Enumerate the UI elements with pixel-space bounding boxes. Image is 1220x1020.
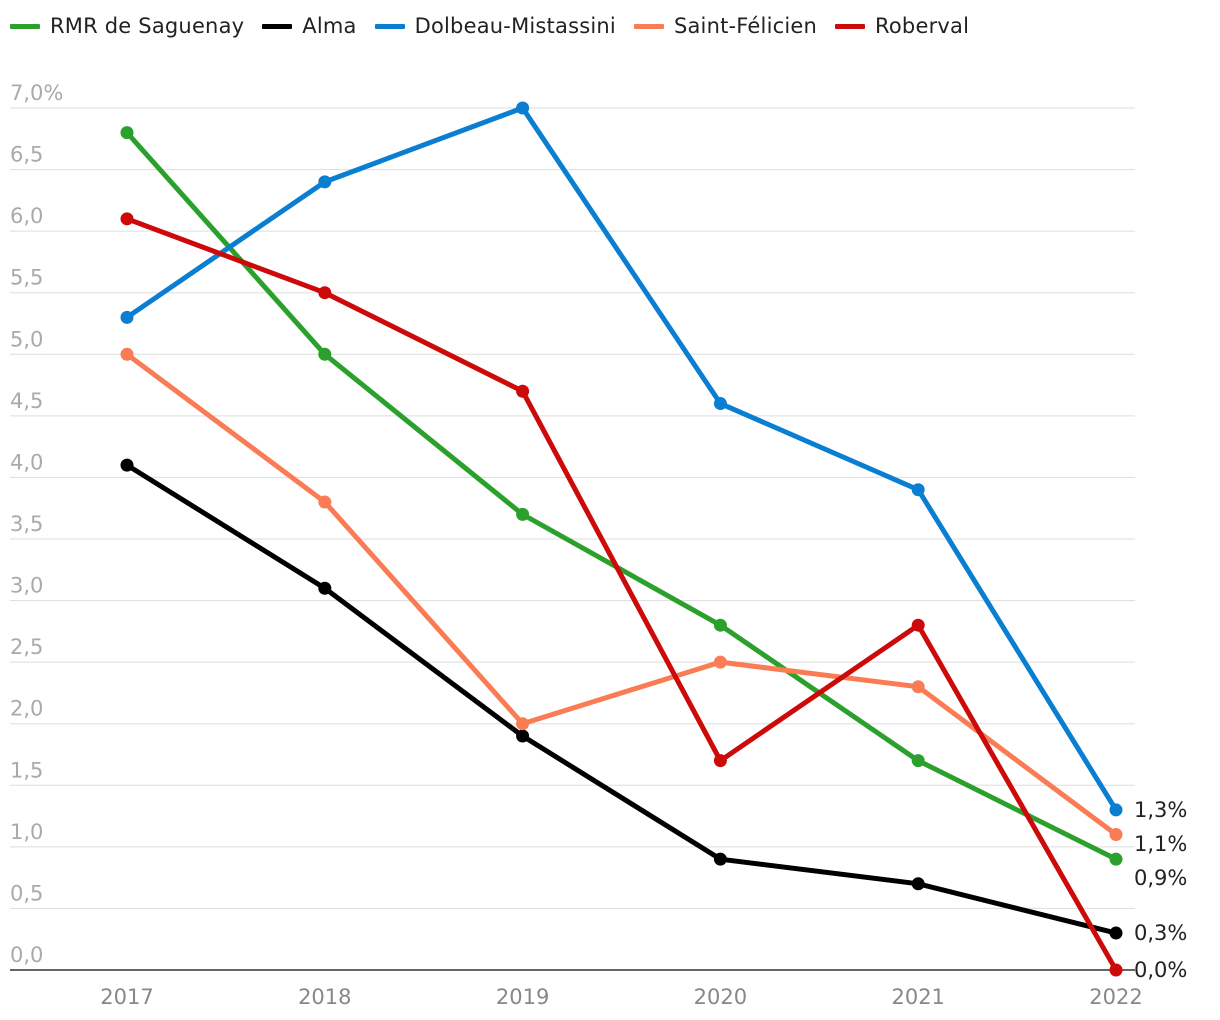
- y-tick-label: 6,5: [10, 143, 43, 167]
- data-point-alma: [120, 458, 134, 472]
- data-point-alma: [516, 729, 530, 743]
- data-point-dolbeau-mistassini: [516, 101, 530, 115]
- data-point-saint-felicien: [318, 495, 332, 509]
- x-tick-label: 2017: [100, 985, 153, 1009]
- legend-item-roberval: Roberval: [835, 14, 969, 38]
- series-rmr-de-saguenay: [120, 126, 1123, 866]
- y-tick-label: 1,5: [10, 758, 43, 782]
- x-tick-label: 2019: [496, 985, 549, 1009]
- legend-item-rmr-saguenay: RMR de Saguenay: [10, 14, 244, 38]
- x-tick-label: 2022: [1089, 985, 1142, 1009]
- y-tick-label: 5,5: [10, 266, 43, 290]
- legend-swatch-alma: [262, 23, 293, 29]
- y-tick-label: 0,0: [10, 943, 43, 967]
- data-point-rmr-de-saguenay: [1109, 852, 1123, 866]
- legend-item-alma: Alma: [262, 14, 356, 38]
- data-point-roberval: [1109, 963, 1123, 977]
- data-point-dolbeau-mistassini: [1109, 803, 1123, 817]
- legend-item-dolbeau-mistassini: Dolbeau-Mistassini: [374, 14, 616, 38]
- legend: RMR de Saguenay Alma Dolbeau-Mistassini …: [10, 14, 987, 38]
- end-labels: 1,3% 1,1% 0,9% 0,3% 0,0%: [1134, 798, 1187, 982]
- series-line-dolbeau-mistassini: [124, 105, 1119, 813]
- y-tick-label: 1,0: [10, 820, 43, 844]
- data-point-rmr-de-saguenay: [318, 347, 332, 361]
- data-point-roberval: [516, 384, 530, 398]
- series-alma: [120, 458, 1123, 940]
- data-point-alma: [713, 852, 727, 866]
- y-tick-label: 2,0: [10, 697, 43, 721]
- series-lines: [120, 101, 1123, 977]
- end-value-label: 0,3%: [1134, 921, 1187, 945]
- data-point-saint-felicien: [911, 680, 925, 694]
- x-tick-label: 2021: [891, 985, 944, 1009]
- end-value-label: 1,1%: [1134, 832, 1187, 856]
- series-saint-felicien: [120, 347, 1123, 842]
- y-axis-ticks: 7,0% 6,5 6,0 5,5 5,0 4,5 4,0 3,5 3,0 2,5 2,0 1,5 1,0…: [10, 81, 63, 967]
- x-tick-label: 2020: [694, 985, 747, 1009]
- legend-item-saint-felicien: Saint-Félicien: [633, 14, 818, 38]
- end-value-label: 0,9%: [1134, 866, 1187, 890]
- data-point-rmr-de-saguenay: [911, 754, 925, 768]
- data-point-dolbeau-mistassini: [318, 175, 332, 189]
- legend-swatch-saint-felicien: [633, 23, 664, 29]
- data-point-alma: [318, 581, 332, 595]
- data-point-rmr-de-saguenay: [516, 507, 530, 521]
- series-roberval: [120, 212, 1123, 977]
- series-line-roberval: [124, 216, 1119, 973]
- y-tick-label: 0,5: [10, 881, 43, 905]
- x-tick-label: 2018: [298, 985, 351, 1009]
- end-value-label: 1,3%: [1134, 798, 1187, 822]
- y-tick-label: 5,0: [10, 327, 43, 351]
- y-tick-label: 2,5: [10, 635, 43, 659]
- end-value-label: 0,0%: [1134, 958, 1187, 982]
- x-axis-ticks: 2017 2018 2019 2020 2021 2022: [100, 985, 1142, 1009]
- data-point-roberval: [120, 212, 134, 226]
- y-tick-label: 6,0: [10, 204, 43, 228]
- data-point-dolbeau-mistassini: [713, 397, 727, 411]
- y-tick-label: 3,0: [10, 574, 43, 598]
- legend-swatch-rmr-saguenay: [10, 23, 40, 29]
- data-point-saint-felicien: [516, 717, 530, 731]
- y-tick-label: 7,0%: [10, 81, 63, 105]
- data-point-roberval: [911, 618, 925, 632]
- legend-label-alma: Alma: [302, 14, 357, 38]
- data-point-saint-felicien: [120, 347, 134, 361]
- data-point-alma: [911, 877, 925, 891]
- data-point-roberval: [318, 286, 332, 300]
- series-line-rmr-de-saguenay: [124, 130, 1119, 862]
- legend-label-saint-felicien: Saint-Félicien: [673, 14, 818, 38]
- y-tick-label: 4,0: [10, 450, 43, 474]
- legend-swatch-dolbeau-mistassini: [374, 23, 405, 29]
- data-point-roberval: [713, 754, 727, 768]
- series-dolbeau-mistassini: [120, 101, 1123, 817]
- data-point-saint-felicien: [713, 655, 727, 669]
- legend-label-roberval: Roberval: [875, 14, 970, 38]
- data-point-dolbeau-mistassini: [120, 310, 134, 324]
- data-point-alma: [1109, 926, 1123, 940]
- data-point-rmr-de-saguenay: [120, 126, 134, 140]
- data-point-rmr-de-saguenay: [713, 618, 727, 632]
- legend-label-dolbeau-mistassini: Dolbeau-Mistassini: [414, 14, 616, 38]
- data-point-dolbeau-mistassini: [911, 483, 925, 497]
- series-line-alma: [124, 462, 1119, 936]
- y-tick-label: 3,5: [10, 512, 43, 536]
- data-point-saint-felicien: [1109, 828, 1123, 842]
- legend-swatch-roberval: [835, 23, 866, 29]
- legend-label-rmr-saguenay: RMR de Saguenay: [50, 14, 245, 38]
- y-tick-label: 4,5: [10, 389, 43, 413]
- series-line-saint-felicien: [124, 351, 1119, 838]
